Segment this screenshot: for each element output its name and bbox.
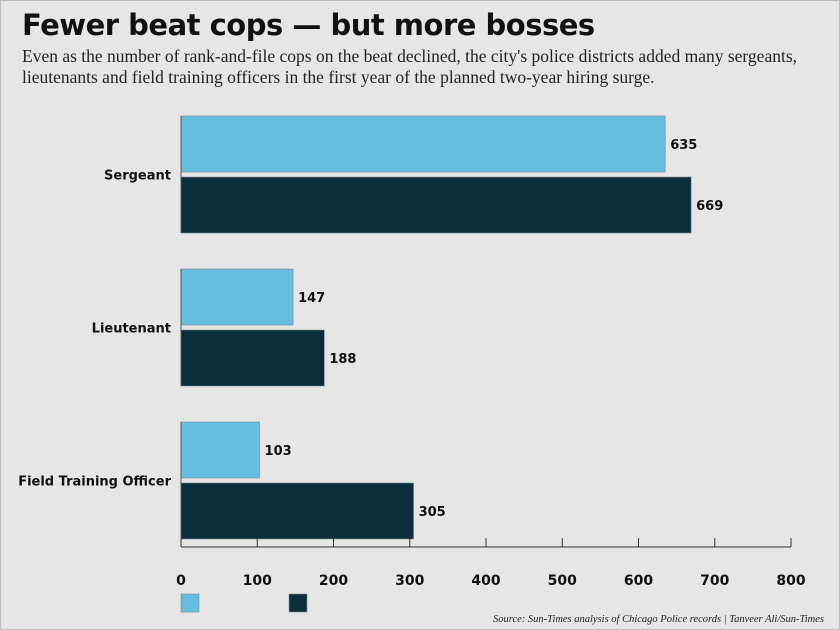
x-tick-label: 400 [471,573,500,589]
data-label: 188 [329,352,356,367]
x-tick-label: 0 [176,573,186,589]
category-label: Lieutenant [92,322,171,337]
bar [180,268,294,326]
legend-swatch [288,593,308,613]
bar [180,176,692,234]
x-tick-label: 500 [548,573,577,589]
data-label: 103 [265,444,292,459]
category-label: Sergeant [104,169,171,184]
bar [180,115,666,173]
bar [180,329,325,387]
x-tick-label: 100 [243,573,272,589]
category-label: Field Training Officer [18,475,171,490]
chart-subtitle: Even as the number of rank-and-file cops… [22,46,798,87]
data-label: 669 [696,199,723,214]
data-label: 147 [298,291,325,306]
bar [180,482,414,540]
data-label: 305 [419,505,446,520]
bar [180,421,260,479]
data-label: 635 [670,138,697,153]
x-tick-label: 600 [624,573,653,589]
source-credit: Source: Sun-Times analysis of Chicago Po… [493,614,824,625]
legend-swatch [180,593,200,613]
x-tick-label: 800 [776,573,805,589]
x-tick-label: 300 [395,573,424,589]
x-tick-label: 700 [700,573,729,589]
chart-title: Fewer beat cops — but more bosses [22,8,595,42]
x-tick-label: 200 [319,573,348,589]
